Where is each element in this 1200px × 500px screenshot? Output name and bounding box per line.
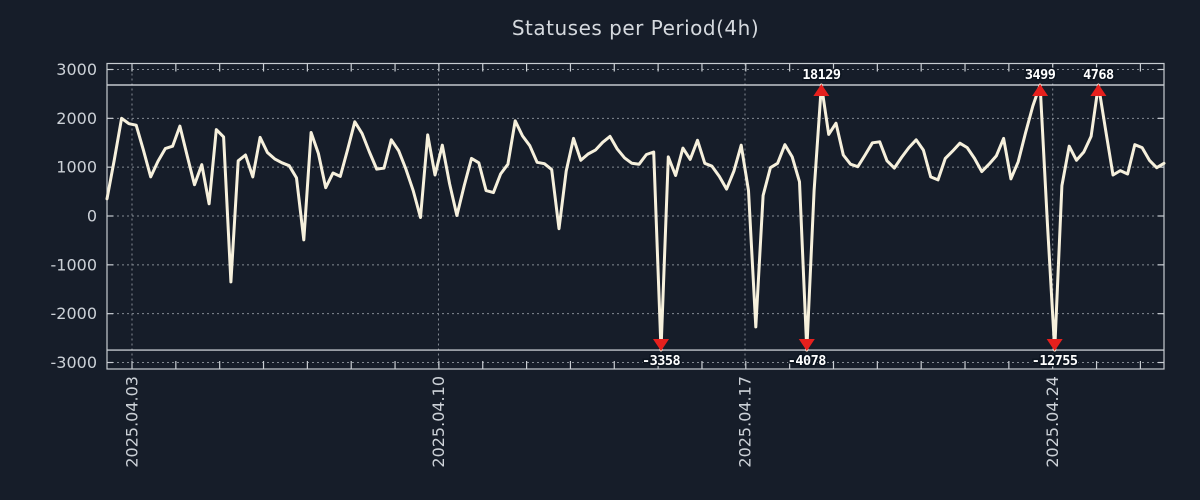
statuses-line [105,83,1166,352]
extreme-marker-down-icon [1046,339,1063,352]
y-axis-tick-label: 2000 [56,109,97,128]
x-axis-label: 2025.04.17 [736,376,755,468]
extreme-label: 4768 [1083,67,1114,83]
y-axis-tick-label: -2000 [51,304,98,323]
y-axis-tick-label: 0 [87,207,97,226]
extreme-label: -12755 [1032,353,1078,369]
extreme-label: 18129 [802,67,841,83]
x-axis-label: 2025.04.24 [1043,376,1062,468]
x-axis-label: 2025.04.10 [429,376,448,468]
y-axis-tick-label: 3000 [56,60,97,79]
extreme-label: -3358 [642,353,681,369]
extreme-label: 3499 [1025,67,1056,83]
y-axis-tick-label: 1000 [56,158,97,177]
extreme-marker-up-icon [813,83,830,96]
extreme-label: -4078 [788,353,827,369]
y-axis-tick-label: -1000 [51,255,98,274]
plot-frame [106,62,1165,370]
extreme-marker-up-icon [1090,83,1107,96]
x-axis-label: 2025.04.03 [122,376,141,468]
chart-title: Statuses per Period(4h) [511,16,760,40]
y-axis-tick-label: -3000 [51,353,98,372]
extreme-marker-down-icon [653,339,670,352]
extreme-marker-up-icon [1032,83,1049,96]
extreme-marker-down-icon [798,339,815,352]
